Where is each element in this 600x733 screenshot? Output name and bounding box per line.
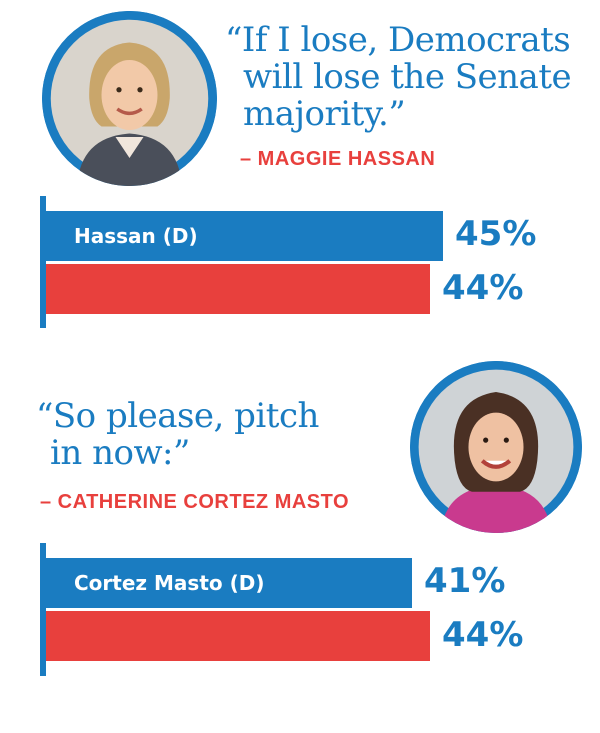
chart-2-bar-label: Cortez Masto (D) xyxy=(74,571,265,595)
chart-1-bar-hassan xyxy=(46,211,443,261)
chart-1-bar-republican xyxy=(46,264,430,314)
quote-line: “If I lose, Democrats xyxy=(225,20,571,60)
cortez-masto-attribution: – CATHERINE CORTEZ MASTO xyxy=(40,491,350,513)
chart-2-axis xyxy=(40,543,46,676)
chart-2-bar-cortez-masto xyxy=(46,558,412,608)
chart-1-value-label: 45% xyxy=(455,214,537,254)
quote-line: will lose the Senate xyxy=(243,57,572,97)
chart-1-bar-label: Hassan (D) xyxy=(74,224,198,248)
chart-2-bar-republican xyxy=(46,611,430,661)
quote-line: “So please, pitch xyxy=(36,396,319,436)
hassan-attribution: – MAGGIE HASSAN xyxy=(240,148,436,170)
quote-line: in now:” xyxy=(50,433,190,473)
quote-line: majority.” xyxy=(243,94,406,134)
chart-2-value-label: 44% xyxy=(442,615,524,655)
chart-1-value-label: 44% xyxy=(442,268,524,308)
hassan-quote: “If I lose, Democrats will lose the Sena… xyxy=(225,20,572,134)
hassan-portrait xyxy=(42,11,217,186)
cortez-masto-photo-icon xyxy=(410,361,582,533)
hassan-photo-icon xyxy=(42,11,217,186)
chart-1-axis xyxy=(40,196,46,328)
chart-2-value-label: 41% xyxy=(424,561,506,601)
cortez-masto-quote: “So please, pitch in now:” xyxy=(36,398,319,472)
cortez-masto-portrait xyxy=(410,361,582,533)
